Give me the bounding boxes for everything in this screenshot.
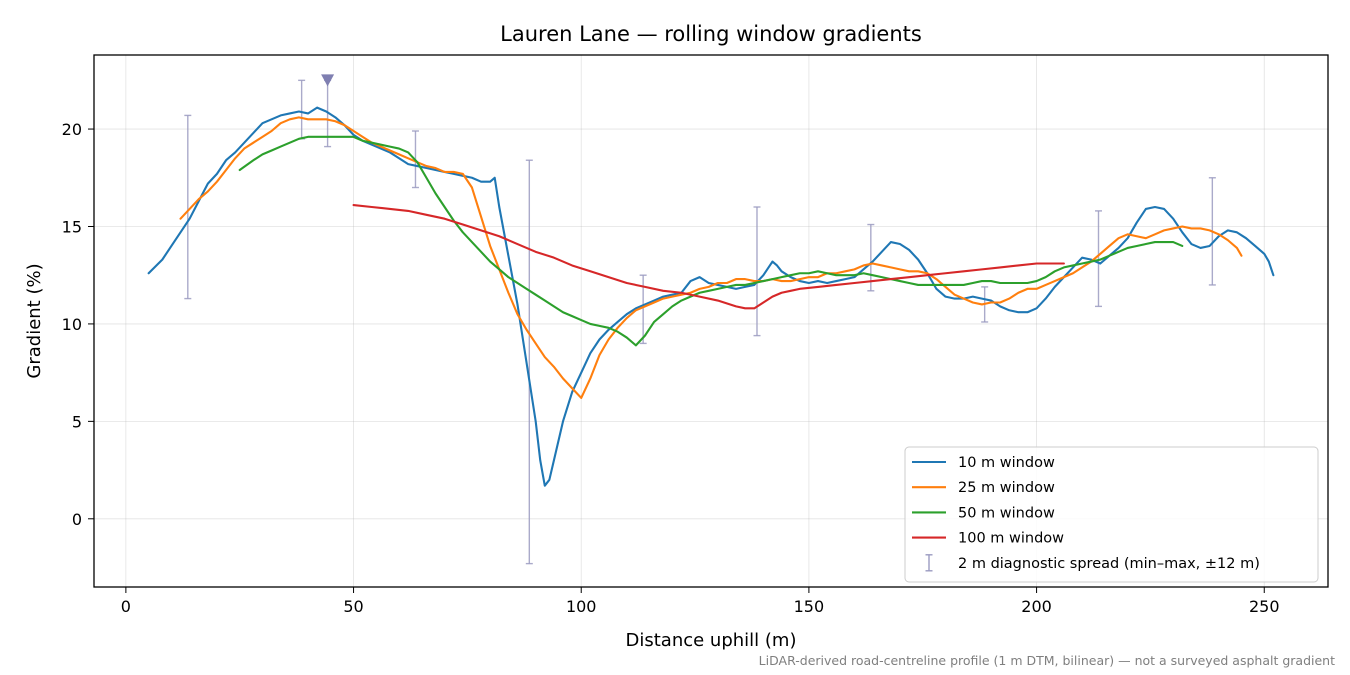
x-tick-label: 200	[1021, 597, 1052, 616]
x-tick-label: 100	[566, 597, 597, 616]
chart-title: Lauren Lane — rolling window gradients	[500, 22, 922, 46]
plot-frame	[93, 54, 1329, 588]
x-tick-label: 150	[794, 597, 825, 616]
series-line-4	[352, 204, 1065, 310]
legend-label: 100 m window	[958, 531, 1064, 547]
legend-label: 25 m window	[958, 480, 1055, 496]
legend-entry: 10 m window	[912, 455, 1055, 471]
x-axis-label: Distance uphill (m)	[626, 630, 797, 651]
legend-entry: 50 m window	[912, 505, 1055, 521]
footnote: LiDAR-derived road-centreline profile (1…	[759, 653, 1335, 668]
error-bar-layer	[184, 79, 1216, 565]
legend-entries: 10 m window 25 m window 50 m window 100 m w…	[912, 455, 1260, 572]
y-tick-label: 0	[72, 510, 82, 529]
peak-marker-icon	[321, 74, 335, 87]
error-bar	[867, 223, 875, 292]
error-bar	[1095, 210, 1103, 308]
legend: 10 m window 25 m window 50 m window 100 m w…	[904, 446, 1319, 583]
y-tick-label: 20	[62, 120, 82, 139]
series-line-2	[179, 116, 1243, 400]
series-line-3	[238, 135, 1184, 347]
series-line-1	[147, 106, 1275, 487]
y-axis-label: Gradient (%)	[24, 263, 45, 378]
y-tick-label: 10	[62, 315, 82, 334]
marker-layer	[321, 74, 335, 87]
error-bar	[184, 114, 192, 300]
legend-entry: 100 m window	[912, 531, 1064, 547]
error-bar	[525, 159, 533, 565]
legend-box	[904, 446, 1319, 583]
x-tick-label: 250	[1249, 597, 1280, 616]
legend-label: 10 m window	[958, 455, 1055, 471]
x-tick-label: 50	[343, 597, 363, 616]
series-layer	[147, 106, 1275, 487]
error-bar	[753, 206, 761, 337]
tick-layer: 0 50 100 150 200 250 0 5 10 15 20	[62, 120, 1280, 616]
x-tick-label: 0	[121, 597, 131, 616]
y-tick-label: 15	[62, 217, 82, 236]
legend-entry: 2 m diagnostic spread (min–max, ±12 m)	[925, 554, 1260, 572]
legend-label: 50 m window	[958, 505, 1055, 521]
legend-entry: 25 m window	[912, 480, 1055, 496]
y-tick-label: 5	[72, 412, 82, 431]
legend-label: 2 m diagnostic spread (min–max, ±12 m)	[958, 556, 1260, 572]
